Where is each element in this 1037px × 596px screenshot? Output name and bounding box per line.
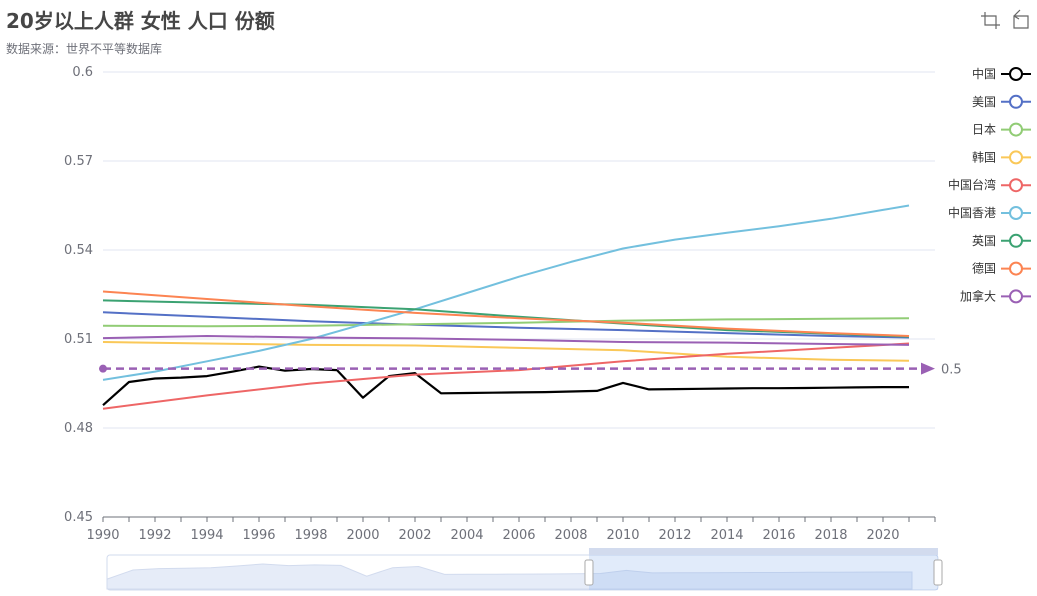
chart-subtitle: 数据来源：世界不平等数据库	[6, 42, 163, 56]
legend-marker	[1009, 150, 1023, 165]
series-line-1	[102, 311, 910, 339]
legend-marker	[1009, 261, 1023, 276]
markline-label: 0.5	[941, 363, 962, 378]
x-tick-label: 1990	[86, 528, 119, 543]
x-tick-label: 2016	[762, 528, 795, 543]
toolbox	[980, 8, 1032, 36]
legend-item-2[interactable]: 日本	[972, 122, 1031, 137]
legend-item-0[interactable]: 中国	[972, 66, 1031, 81]
legend-item-5[interactable]: 中国香港	[948, 205, 1031, 220]
x-axis: 1990 1992 1994 1996 1998 2000 2002 2004 2006 2008…	[86, 516, 936, 543]
markline-start-point	[99, 364, 107, 373]
x-tick-label: 1998	[294, 528, 327, 543]
x-tick-label: 2018	[814, 528, 847, 543]
datazoom-window[interactable]	[588, 555, 938, 590]
datazoom-preview	[106, 563, 913, 590]
legend-marker	[1009, 122, 1023, 137]
datazoom-move-handle[interactable]	[588, 548, 938, 555]
legend-label: 英国	[972, 234, 996, 248]
x-tick-label: 2002	[398, 528, 431, 543]
legend-item-1[interactable]: 美国	[972, 94, 1031, 109]
legend-marker	[1009, 233, 1023, 248]
x-tick-label: 2008	[554, 528, 587, 543]
y-tick-label: 0.48	[64, 421, 93, 436]
datazoom-handle-right[interactable]	[933, 559, 943, 586]
series-line-4	[102, 342, 910, 410]
legend-label: 美国	[972, 95, 996, 109]
x-tick-label: 2020	[866, 528, 899, 543]
legend-item-7[interactable]: 德国	[972, 261, 1031, 276]
legend-marker	[1009, 67, 1023, 81]
x-tick-label: 2006	[502, 528, 535, 543]
y-tick-label: 0.45	[64, 510, 93, 525]
y-tick-label: 0.6	[72, 65, 93, 80]
x-tick-label: 2000	[346, 528, 379, 543]
legend-label: 德国	[972, 261, 996, 276]
datazoom-slider[interactable]	[106, 548, 943, 591]
legend-label: 日本	[972, 123, 996, 137]
series-line-7	[102, 290, 910, 337]
series-line-0	[102, 365, 909, 407]
grid	[103, 71, 935, 429]
x-tick-label: 2014	[710, 528, 743, 543]
legend-marker	[1009, 289, 1023, 304]
series-line-3	[102, 341, 910, 362]
markline: 0.5	[99, 362, 962, 378]
legend-label: 中国香港	[948, 205, 996, 220]
series-line-2	[102, 317, 910, 328]
x-tick-label: 2012	[658, 528, 691, 543]
legend-label: 加拿大	[960, 288, 996, 303]
markline-arrow	[921, 362, 935, 375]
series-layer	[102, 204, 910, 410]
x-tick-label: 1996	[242, 528, 275, 543]
y-tick-label: 0.51	[64, 332, 93, 347]
crop-icon[interactable]	[981, 12, 1000, 29]
legend-marker	[1009, 178, 1023, 193]
legend-marker	[1009, 206, 1023, 220]
legend-label: 韩国	[972, 149, 996, 164]
legend-label: 中国台湾	[948, 177, 996, 192]
y-tick-label: 0.57	[64, 154, 93, 169]
toolbox-svg	[981, 9, 1029, 29]
series-line-5	[102, 204, 910, 381]
x-tick-label: 1994	[190, 528, 223, 543]
legend-marker	[1009, 94, 1023, 109]
y-axis: 0.45 0.48 0.51 0.54 0.57 0.6	[64, 65, 93, 525]
series-line-8	[102, 335, 910, 346]
legend-item-8[interactable]: 加拿大	[960, 288, 1031, 304]
legend-item-3[interactable]: 韩国	[972, 149, 1031, 165]
datazoom-handle-left[interactable]	[584, 559, 594, 586]
legend-item-6[interactable]: 英国	[972, 233, 1031, 248]
y-tick-label: 0.54	[64, 243, 93, 258]
x-tick-label: 2010	[606, 528, 639, 543]
legend-item-4[interactable]: 中国台湾	[948, 177, 1031, 193]
chart-title: 20岁以上人群 女性 人口 份额	[6, 9, 275, 33]
legend-label: 中国	[972, 66, 996, 81]
x-tick-label: 2004	[450, 528, 483, 543]
x-tick-label: 1992	[138, 528, 171, 543]
restore-icon[interactable]	[1013, 9, 1029, 29]
